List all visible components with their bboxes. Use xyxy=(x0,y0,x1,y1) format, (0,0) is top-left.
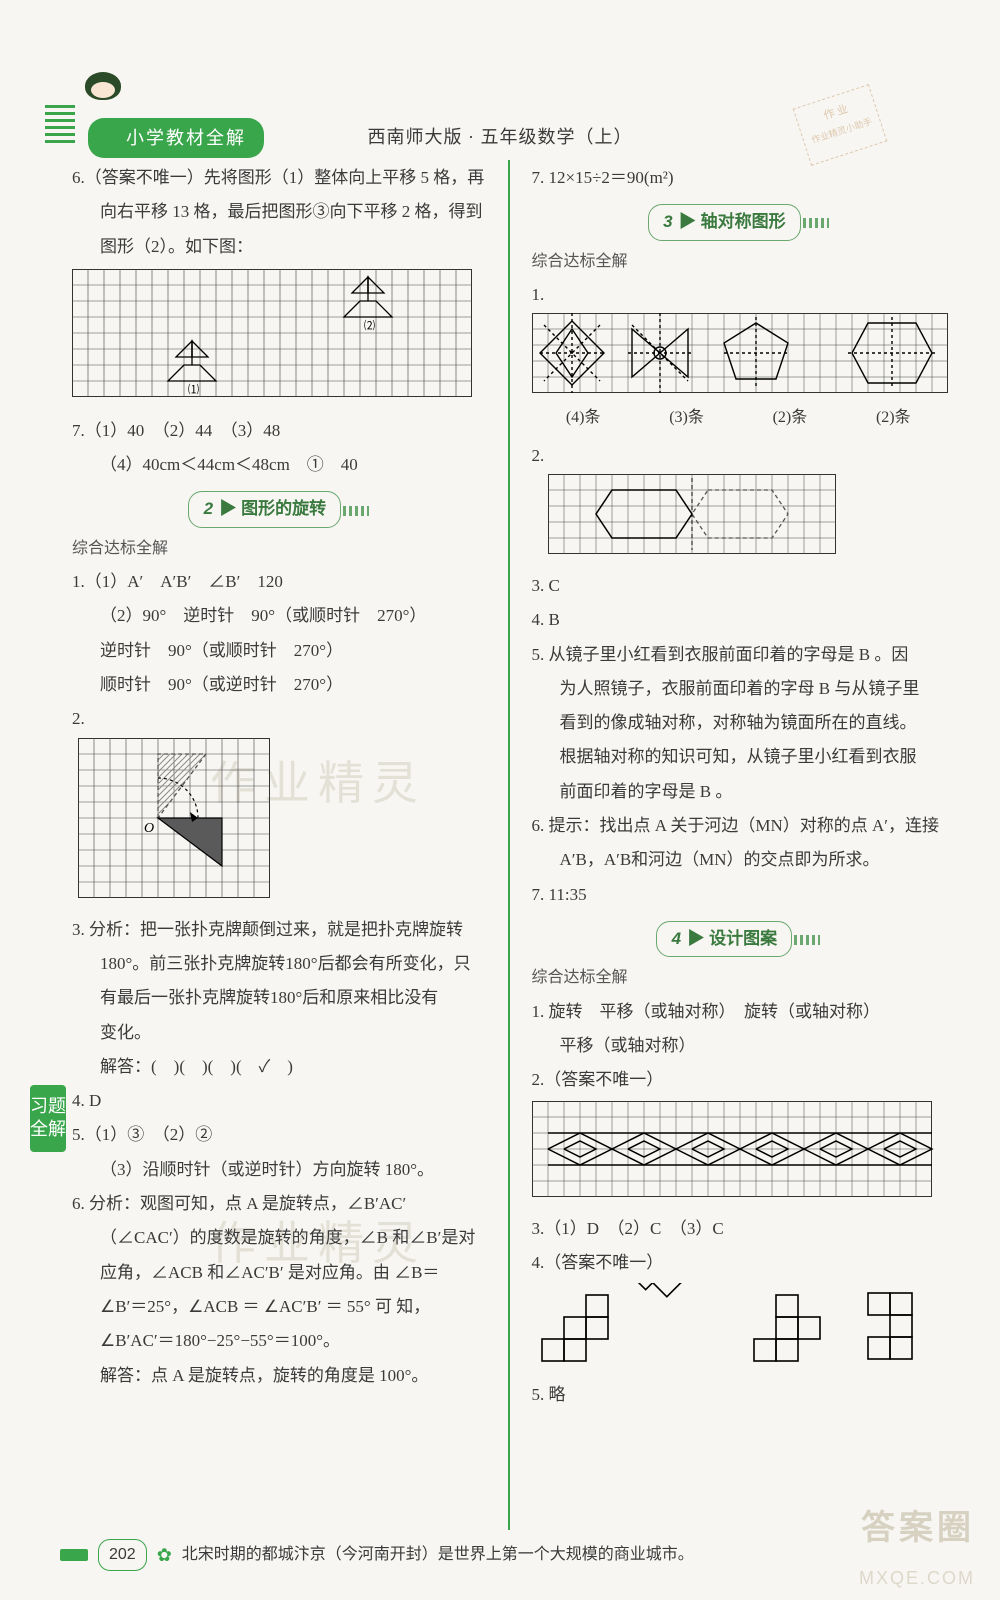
text-line: 1.（1）A′ A′B′ ∠B′ 120 xyxy=(72,566,486,598)
grid-figure-pattern xyxy=(532,1101,940,1205)
grid-figure-hexagon-mirror xyxy=(548,474,844,562)
text-line: 5. 从镜子里小红看到衣服前面印着的字母是 B 。因 xyxy=(532,639,946,671)
text-line: 变化。 xyxy=(72,1017,486,1049)
grid-figure-rotation: O xyxy=(78,738,278,906)
text-line: 3. C xyxy=(532,570,946,602)
brand-watermark: 答案圈 MXQE.COM xyxy=(859,1496,975,1595)
svg-text:⑴: ⑴ xyxy=(188,383,199,396)
section-heading-4: 4▶ 设计图案 xyxy=(532,921,946,957)
symmetry-labels: (4)条 (3)条 (2)条 (2)条 xyxy=(532,403,946,433)
text-line: 2.（答案不唯一） xyxy=(532,1064,946,1096)
text-line: 前面印着的字母是 B 。 xyxy=(532,776,946,808)
text-line: 根据轴对称的知识可知，从镜子里小红看到衣服 xyxy=(532,741,946,773)
text-line: 图形（2）。如下图： xyxy=(72,231,486,263)
mascot-icon xyxy=(78,72,128,122)
text-line: 7.（1）40 （2）44 （3）48 xyxy=(72,415,486,447)
text-line: 顺时针 90°（或逆时针 270°） xyxy=(72,669,486,701)
left-column: 6.（答案不唯一）先将图形（1）整体向上平移 5 格，再 向右平移 13 格，最… xyxy=(72,160,486,1530)
footer-bar-icon xyxy=(60,1549,88,1561)
footer-trivia: 北宋时期的都城汴京（今河南开封）是世界上第一个大规模的商业城市。 xyxy=(182,1540,694,1570)
grid-figure-translation: ⑴ ⑵ xyxy=(72,269,480,405)
page-footer: 202 ✿ 北宋时期的都城汴京（今河南开封）是世界上第一个大规模的商业城市。 xyxy=(60,1538,945,1572)
right-column: 7. 12×15÷2＝90(m²) 3▶ 轴对称图形 综合达标全解 1. xyxy=(532,160,946,1530)
svg-text:⑵: ⑵ xyxy=(364,319,375,332)
text-line: ∠B′AC′＝180°−25°−55°＝100°。 xyxy=(72,1325,486,1357)
text-line: 1. xyxy=(532,279,946,311)
grid-figure-symmetry-icons xyxy=(532,313,952,401)
text-line: 3. 分析：把一张扑克牌颠倒过来，就是把扑克牌旋转 xyxy=(72,914,486,946)
text-line: 4. B xyxy=(532,604,946,636)
text-line: 解答：( )( )( )( ✓ ) xyxy=(72,1051,486,1083)
subsection-label: 综合达标全解 xyxy=(532,247,946,277)
text-line: 1. 旋转 平移（或轴对称） 旋转（或轴对称） xyxy=(532,996,946,1028)
text-line: （∠CAC′）的度数是旋转的角度，∠B 和∠B′是对 xyxy=(72,1222,486,1254)
text-line: 5. 略 xyxy=(532,1379,946,1411)
text-line: 逆时针 90°（或顺时针 270°） xyxy=(72,635,486,667)
text-line: 解答：点 A 是旋转点，旋转的角度是 100°。 xyxy=(72,1360,486,1392)
text-line: 应角，∠ACB 和∠AC′B′ 是对应角。由 ∠B＝ xyxy=(72,1257,486,1289)
text-line: 7. 11:35 xyxy=(532,879,946,911)
text-line: （4）40cm＜44cm＜48cm ① 40 xyxy=(72,449,486,481)
text-line: 3.（1）D （2）C （3）C xyxy=(532,1213,946,1245)
section-heading-3: 3▶ 轴对称图形 xyxy=(532,204,946,240)
text-line: 看到的像成轴对称，对称轴为镜面所在的直线。 xyxy=(532,707,946,739)
page-number: 202 xyxy=(98,1539,147,1571)
content-columns: 6.（答案不唯一）先将图形（1）整体向上平移 5 格，再 向右平移 13 格，最… xyxy=(72,160,945,1530)
subsection-label: 综合达标全解 xyxy=(532,963,946,993)
text-line: 2. xyxy=(72,703,486,735)
text-line: 6.（答案不唯一）先将图形（1）整体向上平移 5 格，再 xyxy=(72,162,486,194)
side-tab: 习题全解 xyxy=(30,1085,66,1152)
text-line: 有最后一张扑克牌旋转180°后和原来相比没有 xyxy=(72,982,486,1014)
text-line: 180°。前三张扑克牌旋转180°后都会有所变化，只 xyxy=(72,948,486,980)
text-line: 5.（1）③ （2）② xyxy=(72,1119,486,1151)
text-line: 向右平移 13 格，最后把图形③向下平移 2 格，得到 xyxy=(72,196,486,228)
text-line: A′B，A′B和河边（MN）的交点即为所求。 xyxy=(532,844,946,876)
leaf-icon: ✿ xyxy=(157,1538,172,1572)
pentomino-figures xyxy=(538,1283,948,1373)
page: 小学教材全解 西南师大版 · 五年级数学（上） 作 业 作业精灵小助手 作业精灵… xyxy=(0,0,1000,1600)
text-line: 2. xyxy=(532,440,946,472)
text-line: ∠B′＝25°，∠ACB ＝ ∠AC′B′ ＝ 55° 可 知， xyxy=(72,1291,486,1323)
text-line: （2）90° 逆时针 90°（或顺时针 270°） xyxy=(72,600,486,632)
text-line: 4. D xyxy=(72,1085,486,1117)
section-heading-2: 2▶ 图形的旋转 xyxy=(72,491,486,527)
text-line: 为人照镜子，衣服前面印着的字母 B 与从镜子里 xyxy=(532,673,946,705)
subsection-label: 综合达标全解 xyxy=(72,534,486,564)
column-divider xyxy=(508,160,510,1530)
text-line: 6. 分析：观图可知，点 A 是旋转点，∠B′AC′ xyxy=(72,1188,486,1220)
svg-text:O: O xyxy=(144,821,154,836)
text-line: 7. 12×15÷2＝90(m²) xyxy=(532,162,946,194)
text-line: （3）沿顺时针（或逆时针）方向旋转 180°。 xyxy=(72,1154,486,1186)
text-line: 4.（答案不唯一） xyxy=(532,1247,946,1279)
text-line: 6. 提示：找出点 A 关于河边（MN）对称的点 A′，连接 xyxy=(532,810,946,842)
text-line: 平移（或轴对称） xyxy=(532,1030,946,1062)
